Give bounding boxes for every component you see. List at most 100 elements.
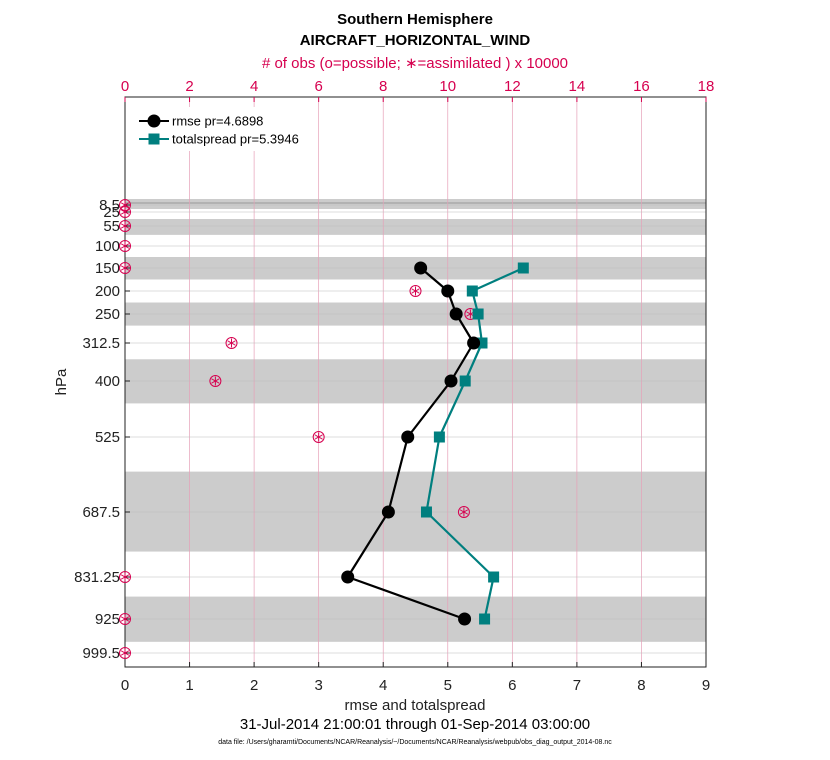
- level-band: [125, 359, 706, 404]
- y-tick-label: 687.5: [82, 504, 120, 521]
- y-tick-label: 200: [95, 283, 120, 300]
- legend-marker-totalspread: [148, 133, 160, 145]
- rmse-point: [449, 307, 463, 321]
- x-tick-label: 3: [314, 677, 322, 694]
- obs-possible-marker: [119, 647, 131, 659]
- totalspread-point: [479, 613, 491, 625]
- x-tick-label: 1: [185, 677, 193, 694]
- rmse-point: [401, 430, 415, 444]
- legend-label-rmse: rmse pr=4.6898: [172, 114, 263, 129]
- obs-possible-marker: [119, 206, 131, 218]
- x-tick-label: 7: [573, 677, 581, 694]
- totalspread-point: [459, 375, 471, 387]
- data-file-note: data file: /Users/gharamti/Documents/NCA…: [218, 739, 612, 746]
- totalspread-point: [488, 571, 500, 583]
- rmse-point: [414, 261, 428, 275]
- x-tick-label: 0: [121, 677, 129, 694]
- x-tick-label: 6: [508, 677, 516, 694]
- axis-ticks: 0 1 2 3 4 5 6 7 8 90 2 4 6 8 10 12 14 16 188.5255510015020…: [74, 78, 714, 694]
- obs-assimilated-stroke: [459, 509, 469, 515]
- x-tick-label: 8: [637, 677, 645, 694]
- obs-assimilated-stroke: [120, 223, 130, 229]
- obs-possible-marker: [209, 375, 222, 387]
- obs-assimilated-marker: [211, 376, 220, 386]
- chart-title: Southern Hemisphere: [337, 11, 493, 28]
- x-tick-label: 9: [702, 677, 710, 694]
- y-tick-label: 312.5: [82, 335, 120, 352]
- top-tick-label: 18: [698, 78, 715, 95]
- legend-label-totalspread: totalspread pr=5.3946: [172, 132, 299, 147]
- y-tick-label: 525: [95, 429, 120, 446]
- y-tick-label: 831.25: [74, 569, 120, 586]
- chart-subtitle: AIRCRAFT_HORIZONTAL_WIND: [300, 32, 531, 49]
- top-tick-label: 10: [439, 78, 456, 95]
- x-tick-label: 5: [444, 677, 452, 694]
- totalspread-point: [433, 431, 445, 443]
- legend-marker-rmse: [147, 114, 161, 128]
- obs-possible-marker: [409, 285, 422, 297]
- y-tick-label: 55: [103, 218, 120, 235]
- y-tick-label: 8.5: [99, 197, 120, 214]
- obs-possible-marker: [119, 240, 131, 252]
- obs-assimilated-stroke: [411, 288, 420, 294]
- obs-assimilated-marker: [411, 286, 420, 296]
- top-axis-label: # of obs (o=possible; ∗=assimilated ) x …: [262, 55, 568, 72]
- x-tick-label: 2: [250, 677, 258, 694]
- y-tick-label: 999.5: [82, 645, 120, 662]
- obs-possible-marker: [119, 613, 131, 625]
- y-tick-label: 250: [95, 306, 120, 323]
- obs-assimilated-marker: [120, 221, 130, 231]
- totalspread-point: [466, 285, 478, 297]
- rmse-point: [444, 374, 458, 388]
- totalspread-point: [420, 506, 432, 518]
- totalspread-point: [517, 262, 529, 274]
- top-tick-label: 12: [504, 78, 521, 95]
- obs-assimilated-stroke: [314, 434, 323, 440]
- obs-assimilated-marker: [314, 432, 323, 442]
- obs-possible-marker: [225, 337, 238, 349]
- obs-assimilated-stroke: [211, 378, 220, 384]
- y-tick-label: 400: [95, 373, 120, 390]
- legend: rmse pr=4.6898 totalspread pr=5.3946: [135, 107, 315, 151]
- obs-assimilated-marker: [120, 614, 130, 624]
- totalspread-point: [472, 308, 484, 320]
- obs-possible-marker: [119, 571, 131, 583]
- y-tick-label: 150: [95, 260, 120, 277]
- level-band: [125, 199, 706, 209]
- obs-assimilated-stroke: [227, 340, 236, 346]
- top-tick-label: 6: [314, 78, 322, 95]
- x-tick-label: 4: [379, 677, 387, 694]
- rmse-point: [441, 284, 455, 298]
- rmse-point: [381, 505, 395, 519]
- level-band: [125, 219, 706, 235]
- obs-assimilated-marker: [120, 648, 130, 658]
- y-tick-label: 25: [103, 204, 120, 221]
- series-markers: [341, 261, 529, 626]
- plot-frame: [124, 96, 707, 668]
- obs-assimilated-marker: [120, 263, 130, 273]
- top-tick-label: 2: [185, 78, 193, 95]
- obs-possible-marker: [457, 506, 470, 518]
- y-tick-label: 100: [95, 238, 120, 255]
- rmse-point: [341, 570, 355, 584]
- y-axis-label: hPa: [53, 368, 70, 395]
- y-tick-label: 925: [95, 611, 120, 628]
- totalspread-point: [476, 337, 488, 349]
- obs-assimilated-marker: [227, 338, 236, 348]
- top-tick-label: 8: [379, 78, 387, 95]
- obs-assimilated-stroke: [120, 209, 130, 215]
- legend-box: [135, 107, 315, 151]
- obs-assimilated-marker: [120, 207, 130, 217]
- obs-assimilated-stroke: [120, 650, 130, 656]
- obs-assimilated-stroke: [120, 616, 130, 622]
- obs-assimilated-stroke: [120, 202, 130, 208]
- obs-assimilated-marker: [120, 572, 130, 582]
- obs-assimilated-stroke: [120, 265, 130, 271]
- obs-possible-marker: [119, 262, 131, 274]
- rmse-point: [467, 336, 481, 350]
- x-axis-label: rmse and totalspread: [345, 697, 486, 714]
- top-tick-label: 16: [633, 78, 650, 95]
- obs-assimilated-stroke: [120, 243, 130, 249]
- top-tick-label: 4: [250, 78, 258, 95]
